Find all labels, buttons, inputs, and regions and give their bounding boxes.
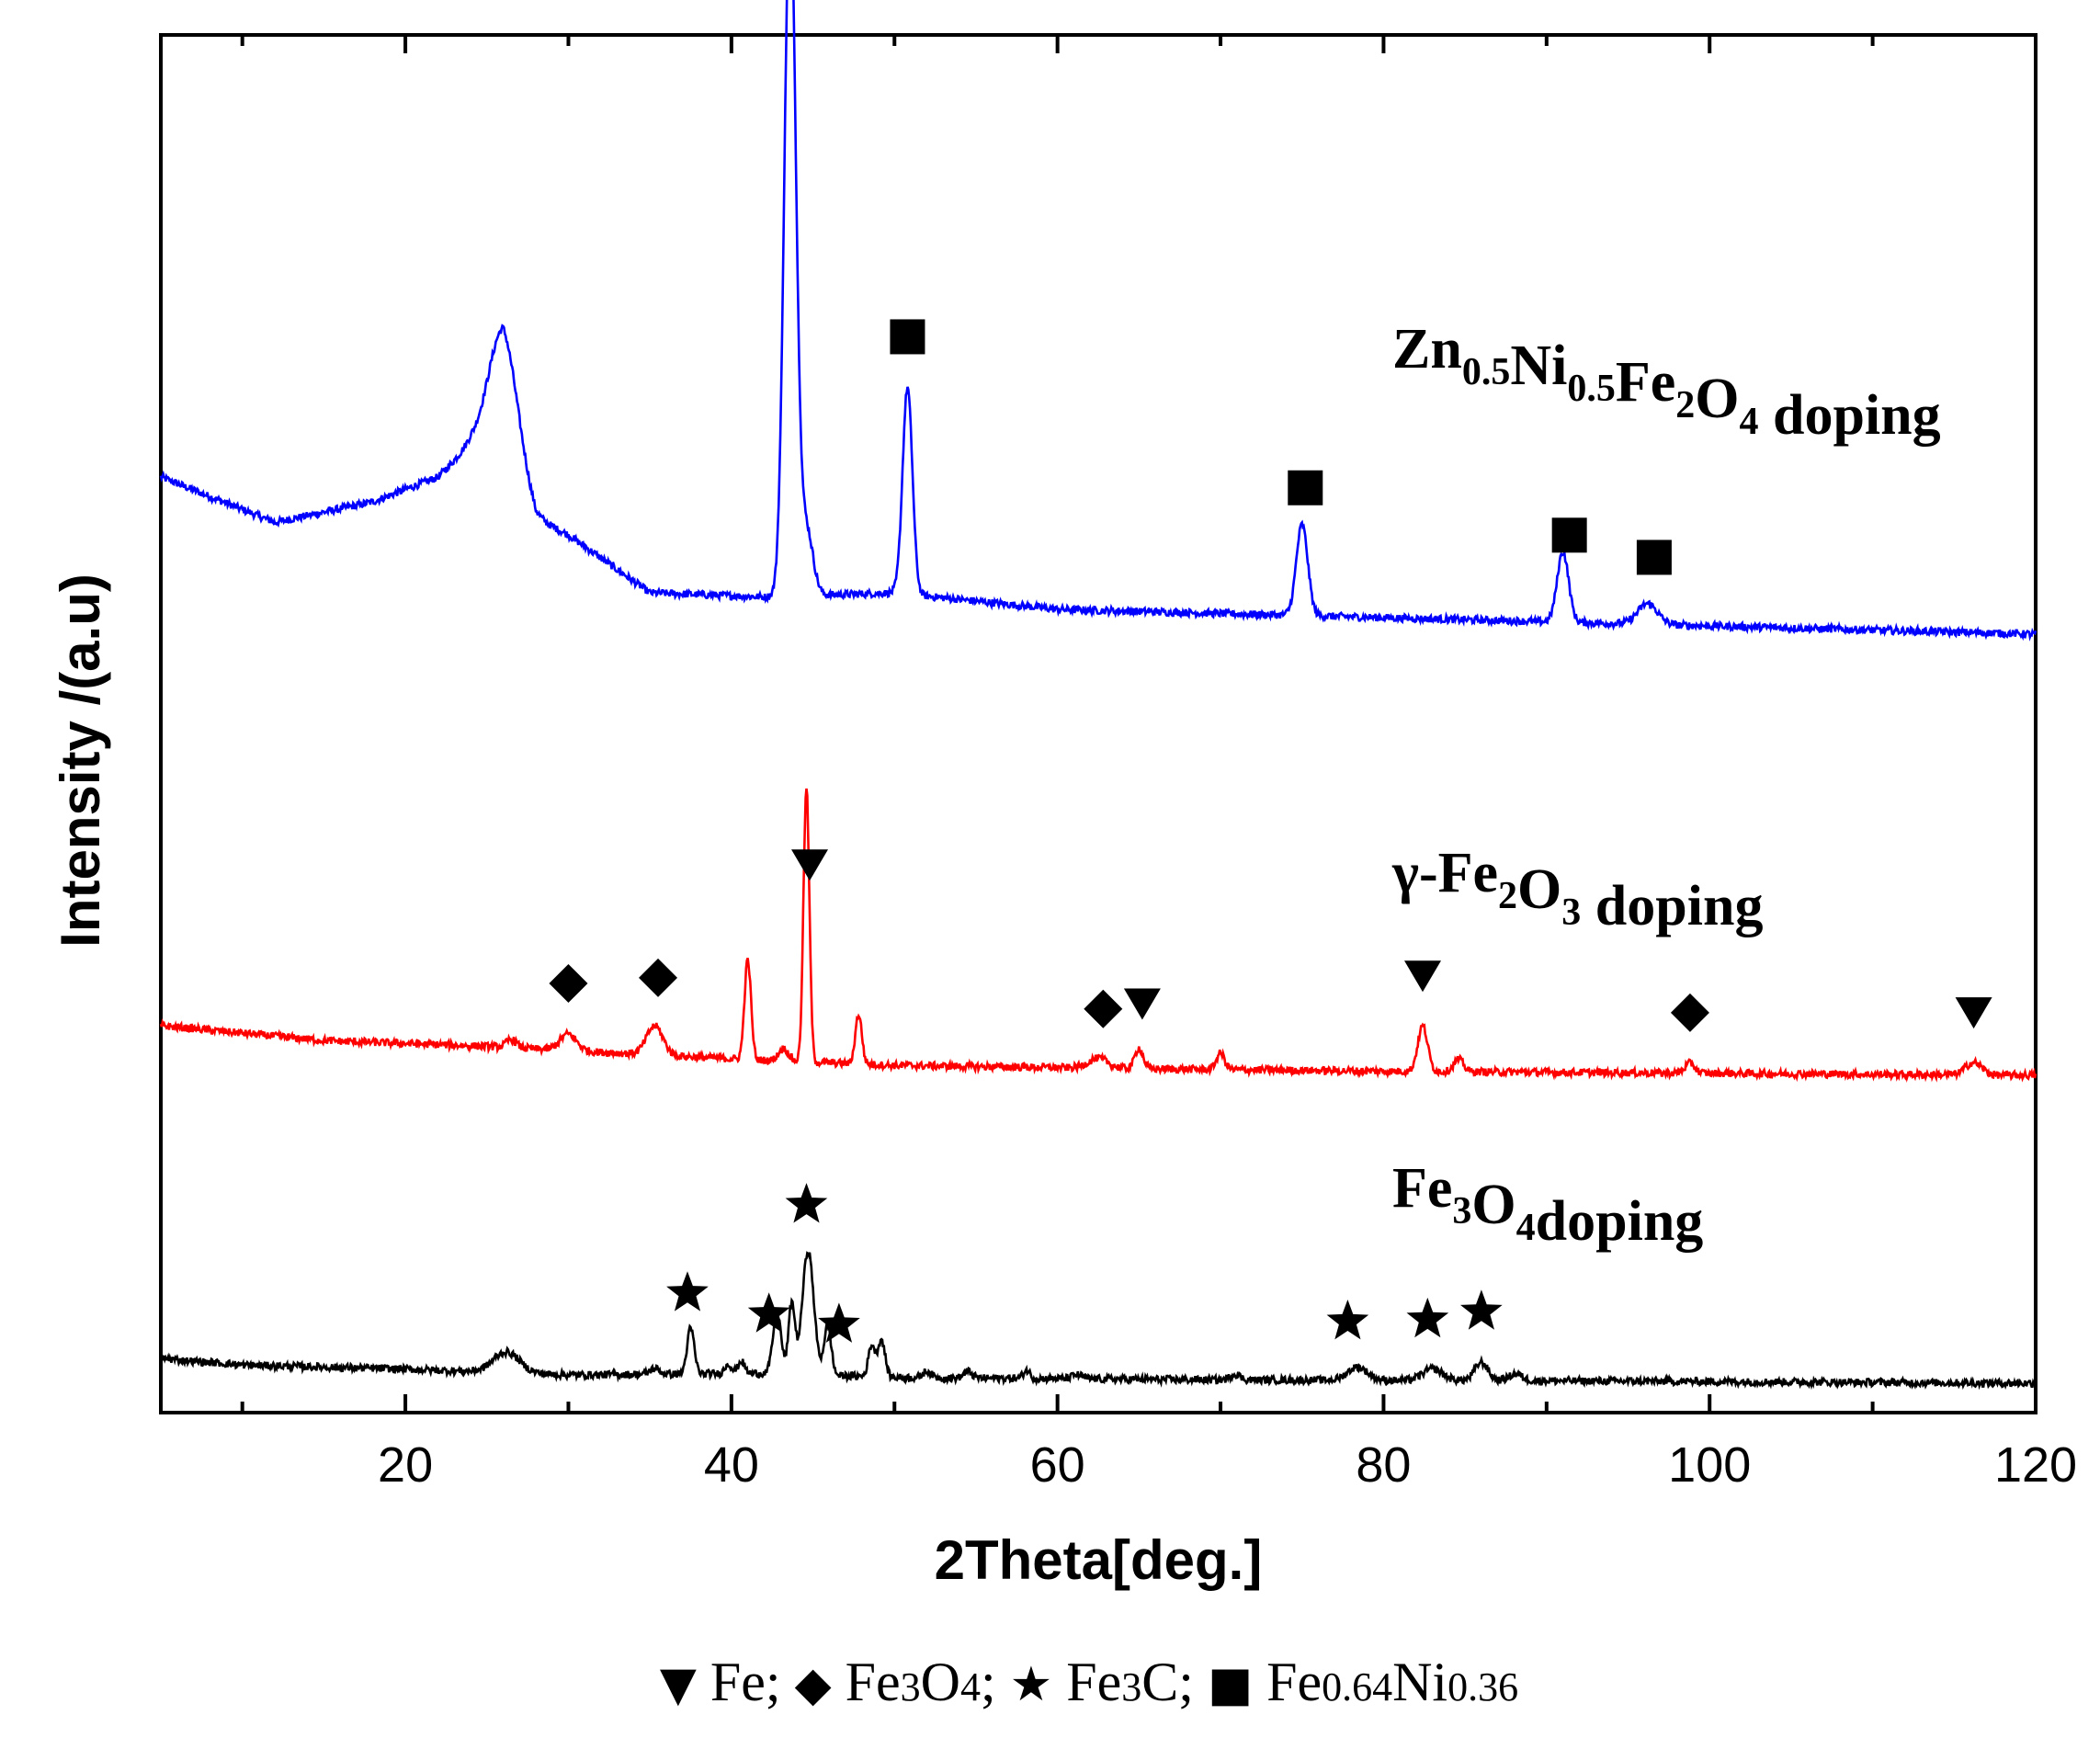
star-marker <box>785 1183 828 1223</box>
series-line-gamma <box>159 788 2038 1083</box>
series-label-gamma: γ-Fe2O3 doping <box>1391 842 1763 937</box>
x-tick-label: 80 <box>1356 1437 1411 1493</box>
square-marker <box>1288 470 1323 505</box>
triangle-marker <box>1123 988 1161 1020</box>
star-marker <box>1460 1289 1503 1330</box>
phase-legend: ▼ Fe; ◆ Fe3O4; ★ Fe3C; ■ Fe0.64Ni0.36 <box>660 1652 1518 1712</box>
series-label-fe3o4: Fe3O4doping <box>1392 1157 1703 1253</box>
star-marker <box>818 1302 860 1343</box>
star-marker <box>1326 1300 1369 1340</box>
diamond-marker <box>639 958 678 997</box>
x-tick-label: 20 <box>378 1437 433 1493</box>
series-labels: Zn0.5Ni0.5Fe2O4 doping γ-Fe2O3 doping Fe3O… <box>1391 318 1941 1253</box>
triangle-marker <box>1404 960 1442 993</box>
series-line-fe3o4 <box>159 1251 2037 1391</box>
square-marker <box>1636 539 1672 575</box>
star-marker <box>666 1271 709 1312</box>
y-axis-title: Intensity /(a.u) <box>50 574 111 948</box>
phase-markers <box>549 319 1992 1343</box>
series-label-znni: Zn0.5Ni0.5Fe2O4 doping <box>1392 318 1941 447</box>
series-line-znni <box>159 0 2038 642</box>
x-axis-title: 2Theta[deg.] <box>935 1529 1263 1591</box>
x-tick-label: 100 <box>1668 1437 1751 1493</box>
square-marker <box>1551 517 1587 553</box>
x-tick-label: 40 <box>704 1437 759 1493</box>
triangle-marker <box>791 849 829 881</box>
x-tick-label: 60 <box>1030 1437 1085 1493</box>
x-tick-label: 120 <box>1994 1437 2077 1493</box>
series-group <box>159 0 2038 1391</box>
triangle-marker <box>1955 997 1992 1029</box>
square-marker <box>890 319 925 355</box>
diamond-marker <box>1084 989 1123 1028</box>
diamond-marker <box>549 964 588 1003</box>
axis-ticks: 20 40 60 80 100 120 <box>240 35 2077 1493</box>
star-marker <box>747 1292 790 1333</box>
plot-frame <box>159 33 2038 1414</box>
star-marker <box>1406 1297 1449 1338</box>
diamond-marker <box>1670 993 1709 1032</box>
